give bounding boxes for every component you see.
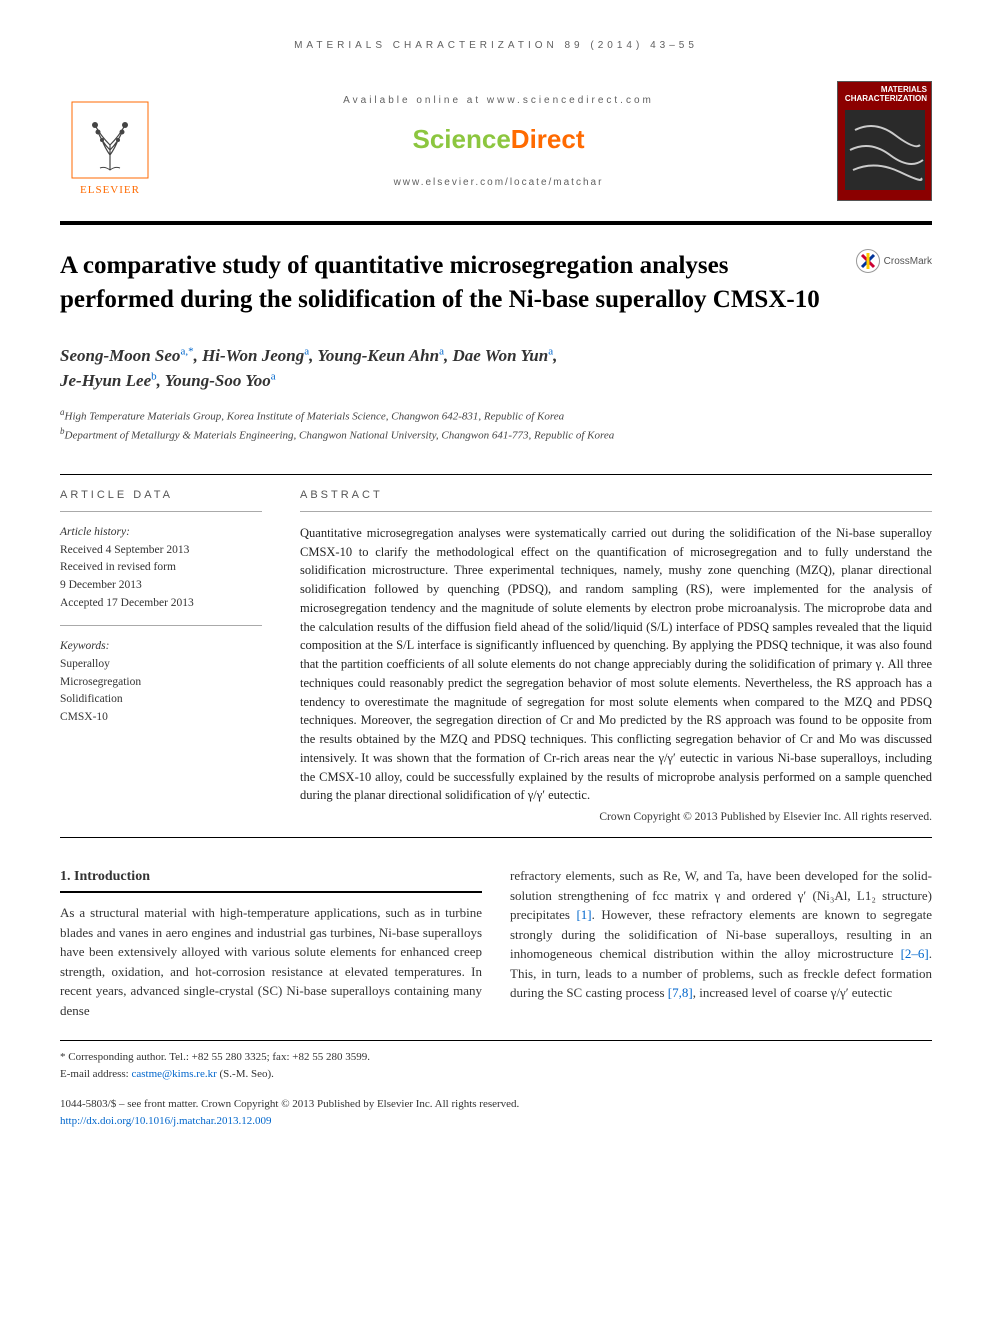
intro-columns: 1. Introduction As a structural material…	[60, 866, 932, 1020]
elsevier-logo: ELSEVIER	[60, 86, 160, 196]
brand-orange: Direct	[511, 124, 585, 154]
journal-header: ELSEVIER Available online at www.science…	[60, 81, 932, 225]
received-date: Received 4 September 2013	[60, 542, 262, 560]
doi-footer: 1044-5803/$ – see front matter. Crown Co…	[60, 1096, 932, 1129]
crossmark-icon	[856, 249, 880, 273]
affiliation-b: bDepartment of Metallurgy & Materials En…	[60, 425, 932, 444]
abstract-copyright: Crown Copyright © 2013 Published by Else…	[300, 811, 932, 823]
email-link[interactable]: castme@kims.re.kr	[131, 1068, 216, 1080]
elsevier-tree-icon	[70, 100, 150, 180]
citation-link[interactable]: [1]	[576, 907, 591, 922]
citation-link[interactable]: [2–6]	[901, 946, 929, 961]
intro-paragraph: As a structural material with high-tempe…	[60, 905, 482, 1018]
article-title: A comparative study of quantitative micr…	[60, 249, 856, 317]
email-suffix: (S.-M. Seo).	[217, 1068, 274, 1080]
corr-contact: Tel.: +82 55 280 3325; fax: +82 55 280 3…	[167, 1051, 370, 1063]
journal-cover-image	[845, 110, 925, 190]
corr-author-line: * Corresponding author. Tel.: +82 55 280…	[60, 1049, 932, 1066]
abstract-text: Quantitative microsegregation analyses w…	[300, 524, 932, 805]
abstract-heading: ABSTRACT	[300, 489, 932, 512]
affiliation-a: aHigh Temperature Materials Group, Korea…	[60, 406, 932, 425]
corr-label: * Corresponding author.	[60, 1051, 167, 1063]
citation-link[interactable]: [7,8]	[668, 985, 693, 1000]
journal-cover: MATERIALS CHARACTERIZATION	[837, 81, 932, 201]
author-name: , Young-Keun Ahn	[309, 346, 439, 365]
keyword: Microsegregation	[60, 674, 262, 692]
keyword: Superalloy	[60, 656, 262, 674]
revised-line-1: Received in revised form	[60, 559, 262, 577]
history-label: Article history:	[60, 524, 262, 542]
intro-col-left: 1. Introduction As a structural material…	[60, 866, 482, 1020]
keywords-label: Keywords:	[60, 638, 262, 656]
author-name: Je-Hyun Lee	[60, 371, 151, 390]
author-affil: a	[271, 370, 276, 382]
keyword: CMSX-10	[60, 709, 262, 727]
revised-line-2: 9 December 2013	[60, 577, 262, 595]
affil-text: High Temperature Materials Group, Korea …	[65, 410, 565, 422]
header-center: Available online at www.sciencedirect.co…	[160, 95, 837, 188]
article-data-column: ARTICLE DATA Article history: Received 4…	[60, 475, 280, 837]
affiliations: aHigh Temperature Materials Group, Korea…	[60, 406, 932, 444]
crossmark-label: CrossMark	[884, 256, 932, 267]
introduction-section: 1. Introduction As a structural material…	[60, 866, 932, 1020]
sciencedirect-logo: ScienceDirect	[180, 124, 817, 155]
author-name: , Dae Won Yun	[444, 346, 548, 365]
article-data-block: Article history: Received 4 September 20…	[60, 524, 262, 727]
intro-col-right: refractory elements, such as Re, W, and …	[510, 866, 932, 1020]
author-name: , Hi-Won Jeong	[194, 346, 305, 365]
email-label: E-mail address:	[60, 1068, 131, 1080]
brand-green: Science	[413, 124, 511, 154]
available-online-text: Available online at www.sciencedirect.co…	[180, 95, 817, 106]
title-row: A comparative study of quantitative micr…	[60, 249, 932, 317]
divider	[60, 625, 262, 626]
crossmark-badge[interactable]: CrossMark	[856, 249, 932, 273]
author-name: , Young-Soo Yoo	[157, 371, 271, 390]
journal-url: www.elsevier.com/locate/matchar	[180, 177, 817, 188]
doi-link[interactable]: http://dx.doi.org/10.1016/j.matchar.2013…	[60, 1115, 272, 1127]
journal-cover-title: MATERIALS CHARACTERIZATION	[842, 86, 927, 104]
keyword: Solidification	[60, 691, 262, 709]
author-sep: ,	[553, 346, 557, 365]
corresponding-author-footer: * Corresponding author. Tel.: +82 55 280…	[60, 1040, 932, 1082]
abstract-column: ABSTRACT Quantitative microsegregation a…	[280, 475, 932, 837]
author-affil: a,*	[180, 345, 193, 357]
intro-text: , increased level of coarse γ/γ′ eutecti…	[693, 985, 892, 1000]
email-line: E-mail address: castme@kims.re.kr (S.-M.…	[60, 1066, 932, 1083]
elsevier-label: ELSEVIER	[80, 184, 140, 196]
accepted-date: Accepted 17 December 2013	[60, 595, 262, 613]
author-name: Seong-Moon Seo	[60, 346, 180, 365]
running-head: MATERIALS CHARACTERIZATION 89 (2014) 43–…	[60, 40, 932, 51]
issn-line: 1044-5803/$ – see front matter. Crown Co…	[60, 1096, 932, 1113]
affil-text: Department of Metallurgy & Materials Eng…	[65, 429, 615, 441]
author-list: Seong-Moon Seoa,*, Hi-Won Jeonga, Young-…	[60, 343, 932, 394]
intro-heading: 1. Introduction	[60, 866, 482, 893]
article-data-abstract-row: ARTICLE DATA Article history: Received 4…	[60, 474, 932, 838]
article-data-heading: ARTICLE DATA	[60, 489, 262, 512]
